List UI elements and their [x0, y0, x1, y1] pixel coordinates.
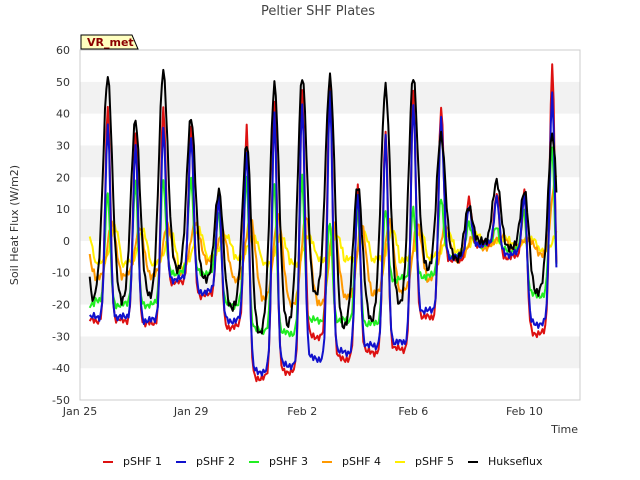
y-tick-label: 20	[56, 171, 70, 184]
series-line-pshf-2	[88, 90, 558, 377]
grid-band	[80, 336, 580, 369]
grid-band	[80, 304, 580, 337]
chart-title: Peltier SHF Plates	[261, 4, 375, 19]
y-tick-label: 10	[56, 203, 70, 216]
grid-band	[80, 272, 580, 305]
x-tick-label: Feb 10	[506, 405, 543, 418]
series-line-hukseflux	[88, 68, 558, 335]
y-axis-title: Soil Heat Flux (W/m2)	[8, 165, 21, 285]
grid-band	[80, 145, 580, 178]
legend-label: pSHF 5	[415, 455, 454, 468]
y-tick-label: -50	[52, 394, 70, 407]
x-tick-label: Feb 2	[287, 405, 317, 418]
site-tag-label: VR_met	[87, 36, 134, 49]
y-tick-label: 60	[56, 44, 70, 57]
y-tick-label: -40	[52, 362, 70, 375]
y-tick-label: -10	[52, 267, 70, 280]
y-tick-label: 40	[56, 108, 70, 121]
legend-label: pSHF 3	[269, 455, 308, 468]
legend-label: pSHF 1	[123, 455, 162, 468]
x-tick-label: Jan 25	[62, 405, 97, 418]
site-tag: VR_met	[80, 34, 139, 50]
plot-area-border	[79, 49, 581, 401]
grid-band	[80, 368, 580, 400]
x-tick-label: Jan 29	[173, 405, 208, 418]
y-tick-label: 30	[56, 139, 70, 152]
x-axis-title: Time	[550, 423, 578, 436]
legend-label: pSHF 2	[196, 455, 235, 468]
y-tick-label: 50	[56, 76, 70, 89]
y-tick-label: -30	[52, 330, 70, 343]
y-tick-label: 0	[63, 235, 70, 248]
series-lines	[88, 63, 558, 383]
legend-label: Hukseflux	[488, 455, 543, 468]
y-tick-label: -20	[52, 299, 70, 312]
x-axis: Jan 25 Jan 29 Feb 2 Feb 6 Feb 10	[62, 405, 543, 418]
legend: pSHF 1 pSHF 2 pSHF 3 pSHF 4 pSHF 5 Hukseflux	[103, 455, 543, 468]
y-axis: -50 -40 -30 -20 -10 0 10 20 30 40 50 60	[52, 44, 70, 407]
x-tick-label: Feb 6	[398, 405, 428, 418]
legend-label: pSHF 4	[342, 455, 381, 468]
grid-band	[80, 177, 580, 210]
